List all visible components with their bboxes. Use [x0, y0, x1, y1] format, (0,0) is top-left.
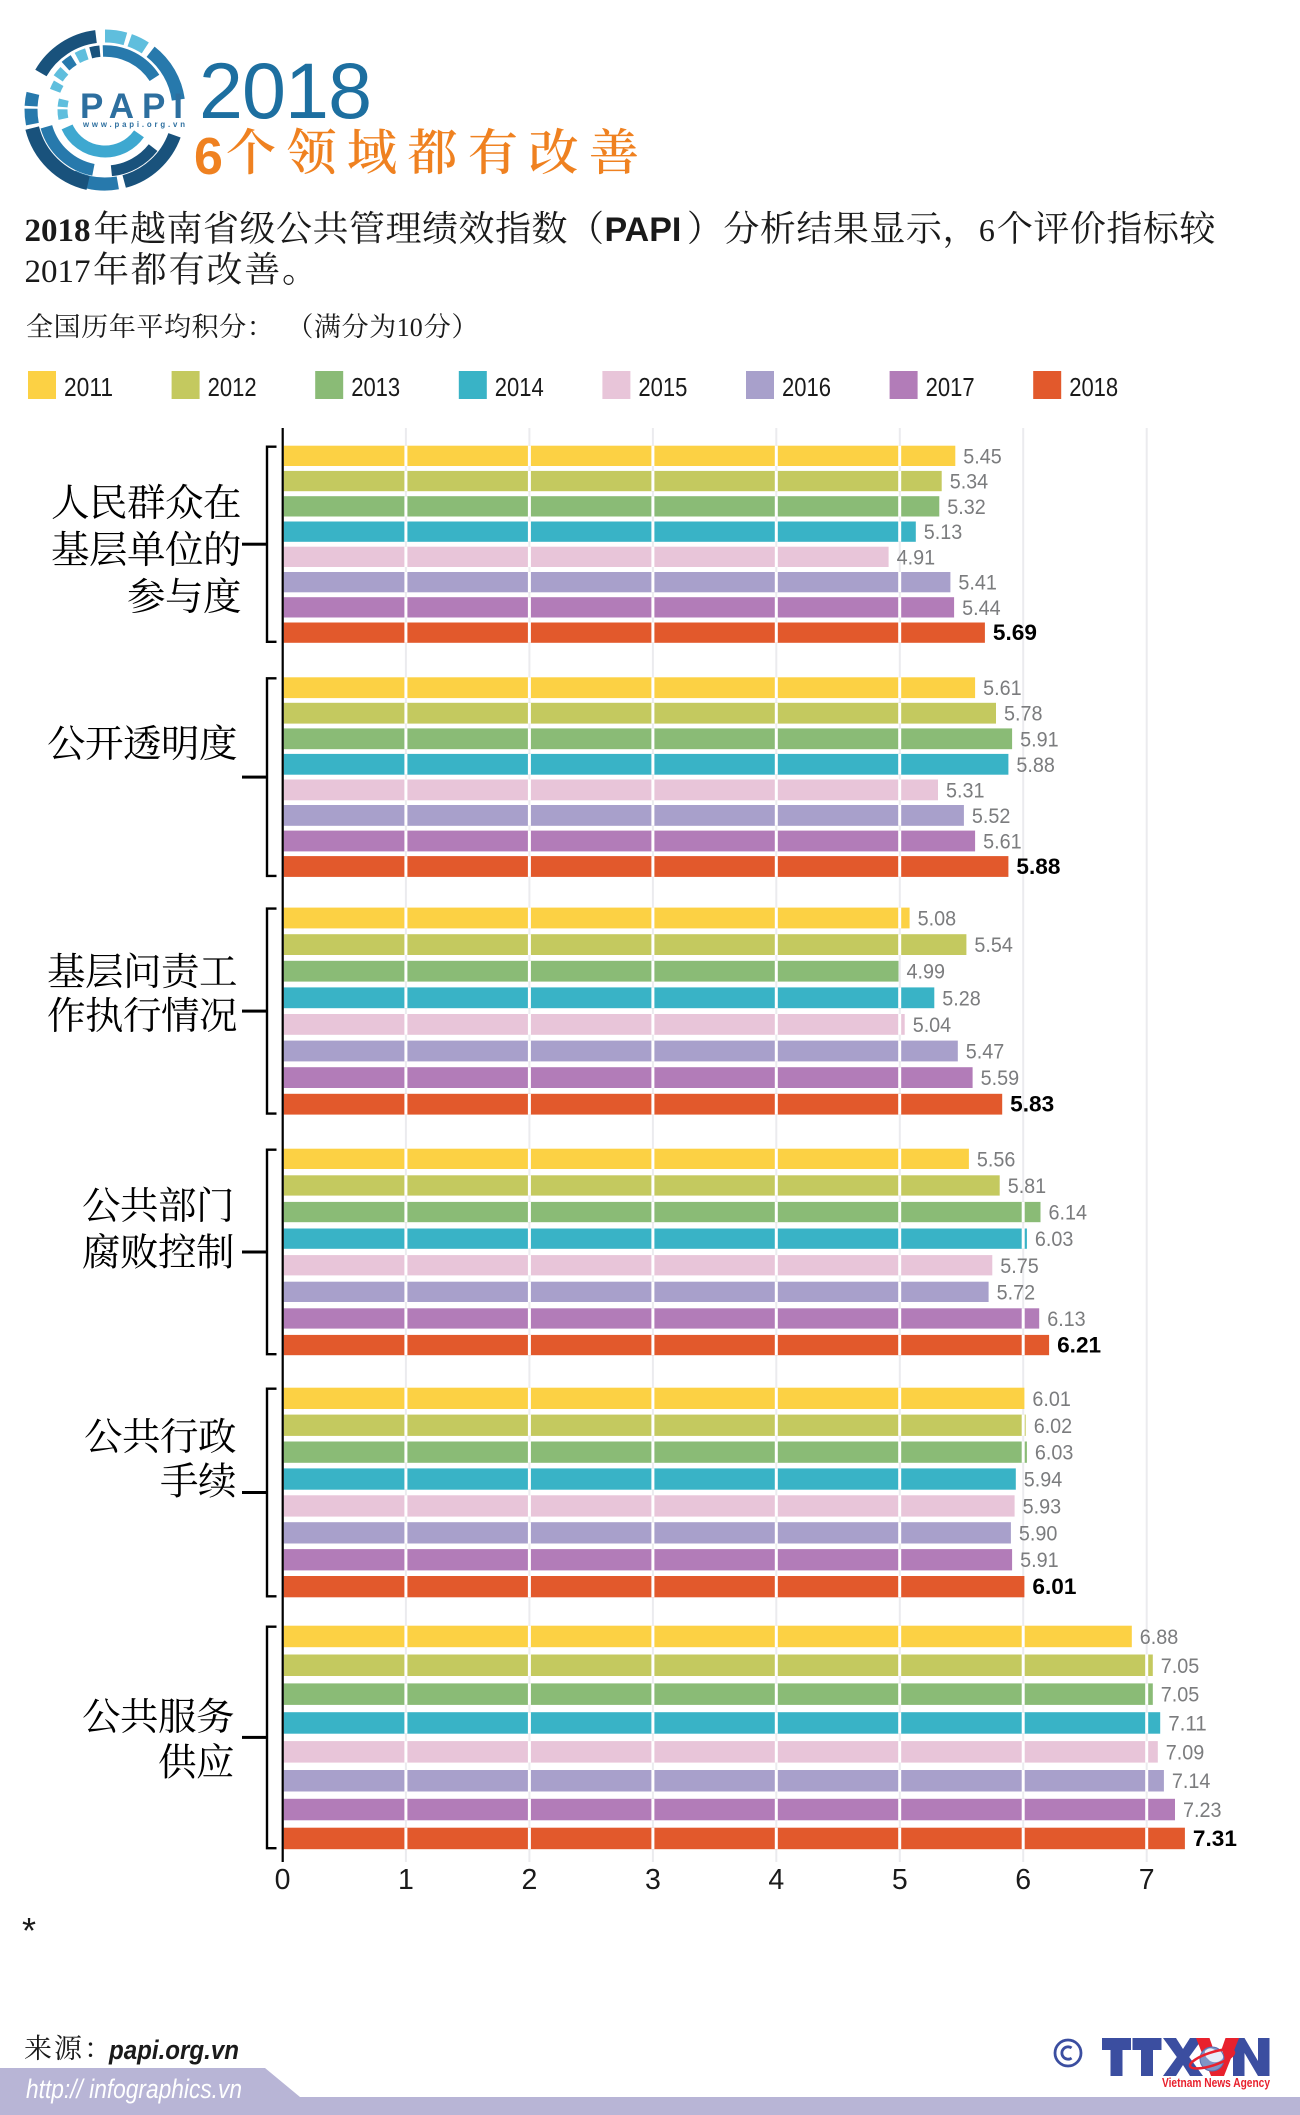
svg-text:5.08: 5.08 [918, 908, 957, 931]
svg-text:5: 5 [892, 1864, 908, 1896]
svg-text:6.21: 6.21 [1057, 1333, 1101, 1358]
svg-text:10: 10 [397, 313, 423, 342]
svg-text:5.59: 5.59 [981, 1067, 1020, 1090]
svg-text:2014: 2014 [495, 374, 544, 402]
svg-text:5.91: 5.91 [1020, 728, 1059, 751]
svg-text:5.04: 5.04 [913, 1014, 952, 1037]
svg-text:5.52: 5.52 [972, 805, 1011, 828]
svg-text:PAPI: PAPI [605, 211, 682, 249]
svg-text:4.91: 4.91 [897, 546, 936, 569]
svg-text:2017: 2017 [926, 374, 975, 402]
svg-text:6.03: 6.03 [1035, 1442, 1074, 1465]
svg-text:5.72: 5.72 [997, 1281, 1036, 1304]
svg-text:6: 6 [194, 128, 223, 186]
svg-text:6.14: 6.14 [1049, 1202, 1088, 1225]
svg-text:7.09: 7.09 [1166, 1741, 1205, 1764]
svg-text:5.94: 5.94 [1024, 1469, 1063, 1492]
svg-text:5.61: 5.61 [983, 677, 1022, 700]
svg-text:5.41: 5.41 [958, 572, 997, 595]
svg-text:http:// infographics.vn: http:// infographics.vn [26, 2074, 242, 2104]
svg-text:7.05: 7.05 [1161, 1684, 1200, 1707]
svg-text:5.44: 5.44 [962, 597, 1001, 620]
svg-text:5.54: 5.54 [974, 934, 1013, 957]
svg-text:5.90: 5.90 [1019, 1522, 1058, 1545]
svg-text:2015: 2015 [638, 374, 687, 402]
svg-text:6.01: 6.01 [1032, 1574, 1076, 1599]
svg-text:5.91: 5.91 [1020, 1549, 1059, 1572]
svg-text:2012: 2012 [208, 374, 257, 402]
svg-text:5.31: 5.31 [946, 779, 985, 802]
svg-text:5.61: 5.61 [983, 831, 1022, 854]
svg-text:6: 6 [1015, 1864, 1031, 1896]
svg-text:2013: 2013 [351, 374, 400, 402]
svg-text:6.01: 6.01 [1032, 1388, 1071, 1411]
svg-text:5.81: 5.81 [1008, 1175, 1046, 1198]
svg-text:0: 0 [275, 1864, 291, 1896]
svg-text:7.05: 7.05 [1161, 1655, 1200, 1678]
svg-text:5.56: 5.56 [977, 1148, 1016, 1171]
svg-text:papi.org.vn: papi.org.vn [108, 2035, 239, 2065]
svg-text:5.83: 5.83 [1010, 1092, 1054, 1117]
svg-text:2018: 2018 [25, 213, 91, 249]
svg-text:7.23: 7.23 [1183, 1799, 1222, 1822]
svg-text:1: 1 [398, 1864, 414, 1896]
svg-text:2018: 2018 [199, 46, 372, 135]
svg-text:5.47: 5.47 [966, 1041, 1005, 1064]
svg-text:5.34: 5.34 [950, 471, 989, 494]
svg-text:2: 2 [521, 1864, 537, 1896]
svg-text:6.03: 6.03 [1035, 1228, 1074, 1251]
svg-text:5.32: 5.32 [947, 496, 986, 519]
svg-text:2016: 2016 [782, 374, 831, 402]
svg-text:6: 6 [979, 212, 995, 248]
svg-text:*: * [22, 1910, 36, 1951]
svg-text:6.02: 6.02 [1034, 1415, 1073, 1438]
svg-text:5.93: 5.93 [1023, 1496, 1062, 1519]
svg-text:5.75: 5.75 [1000, 1255, 1039, 1278]
svg-text:3: 3 [645, 1864, 661, 1896]
svg-text:5.69: 5.69 [993, 620, 1037, 645]
svg-text:www.papi.org.vn: www.papi.org.vn [82, 120, 185, 129]
svg-text:7.31: 7.31 [1193, 1826, 1237, 1851]
svg-text:5.78: 5.78 [1004, 703, 1043, 726]
svg-text:5.45: 5.45 [963, 445, 1002, 468]
svg-text:7.11: 7.11 [1168, 1713, 1207, 1736]
svg-text:6.13: 6.13 [1047, 1308, 1086, 1331]
svg-text:4.99: 4.99 [907, 961, 946, 984]
svg-text:5.28: 5.28 [942, 987, 981, 1010]
svg-text:2011: 2011 [64, 374, 113, 402]
svg-text:5.88: 5.88 [1016, 854, 1060, 879]
svg-text:7: 7 [1139, 1864, 1155, 1896]
svg-text:2017: 2017 [25, 254, 91, 290]
svg-text:4: 4 [768, 1864, 784, 1896]
svg-text:Vietnam News Agency: Vietnam News Agency [1162, 2075, 1271, 2090]
svg-text:7.14: 7.14 [1172, 1770, 1211, 1793]
svg-text:5.13: 5.13 [924, 521, 963, 544]
svg-text:5.88: 5.88 [1016, 754, 1055, 777]
svg-text:6.88: 6.88 [1140, 1626, 1179, 1649]
svg-text:2018: 2018 [1069, 374, 1118, 402]
